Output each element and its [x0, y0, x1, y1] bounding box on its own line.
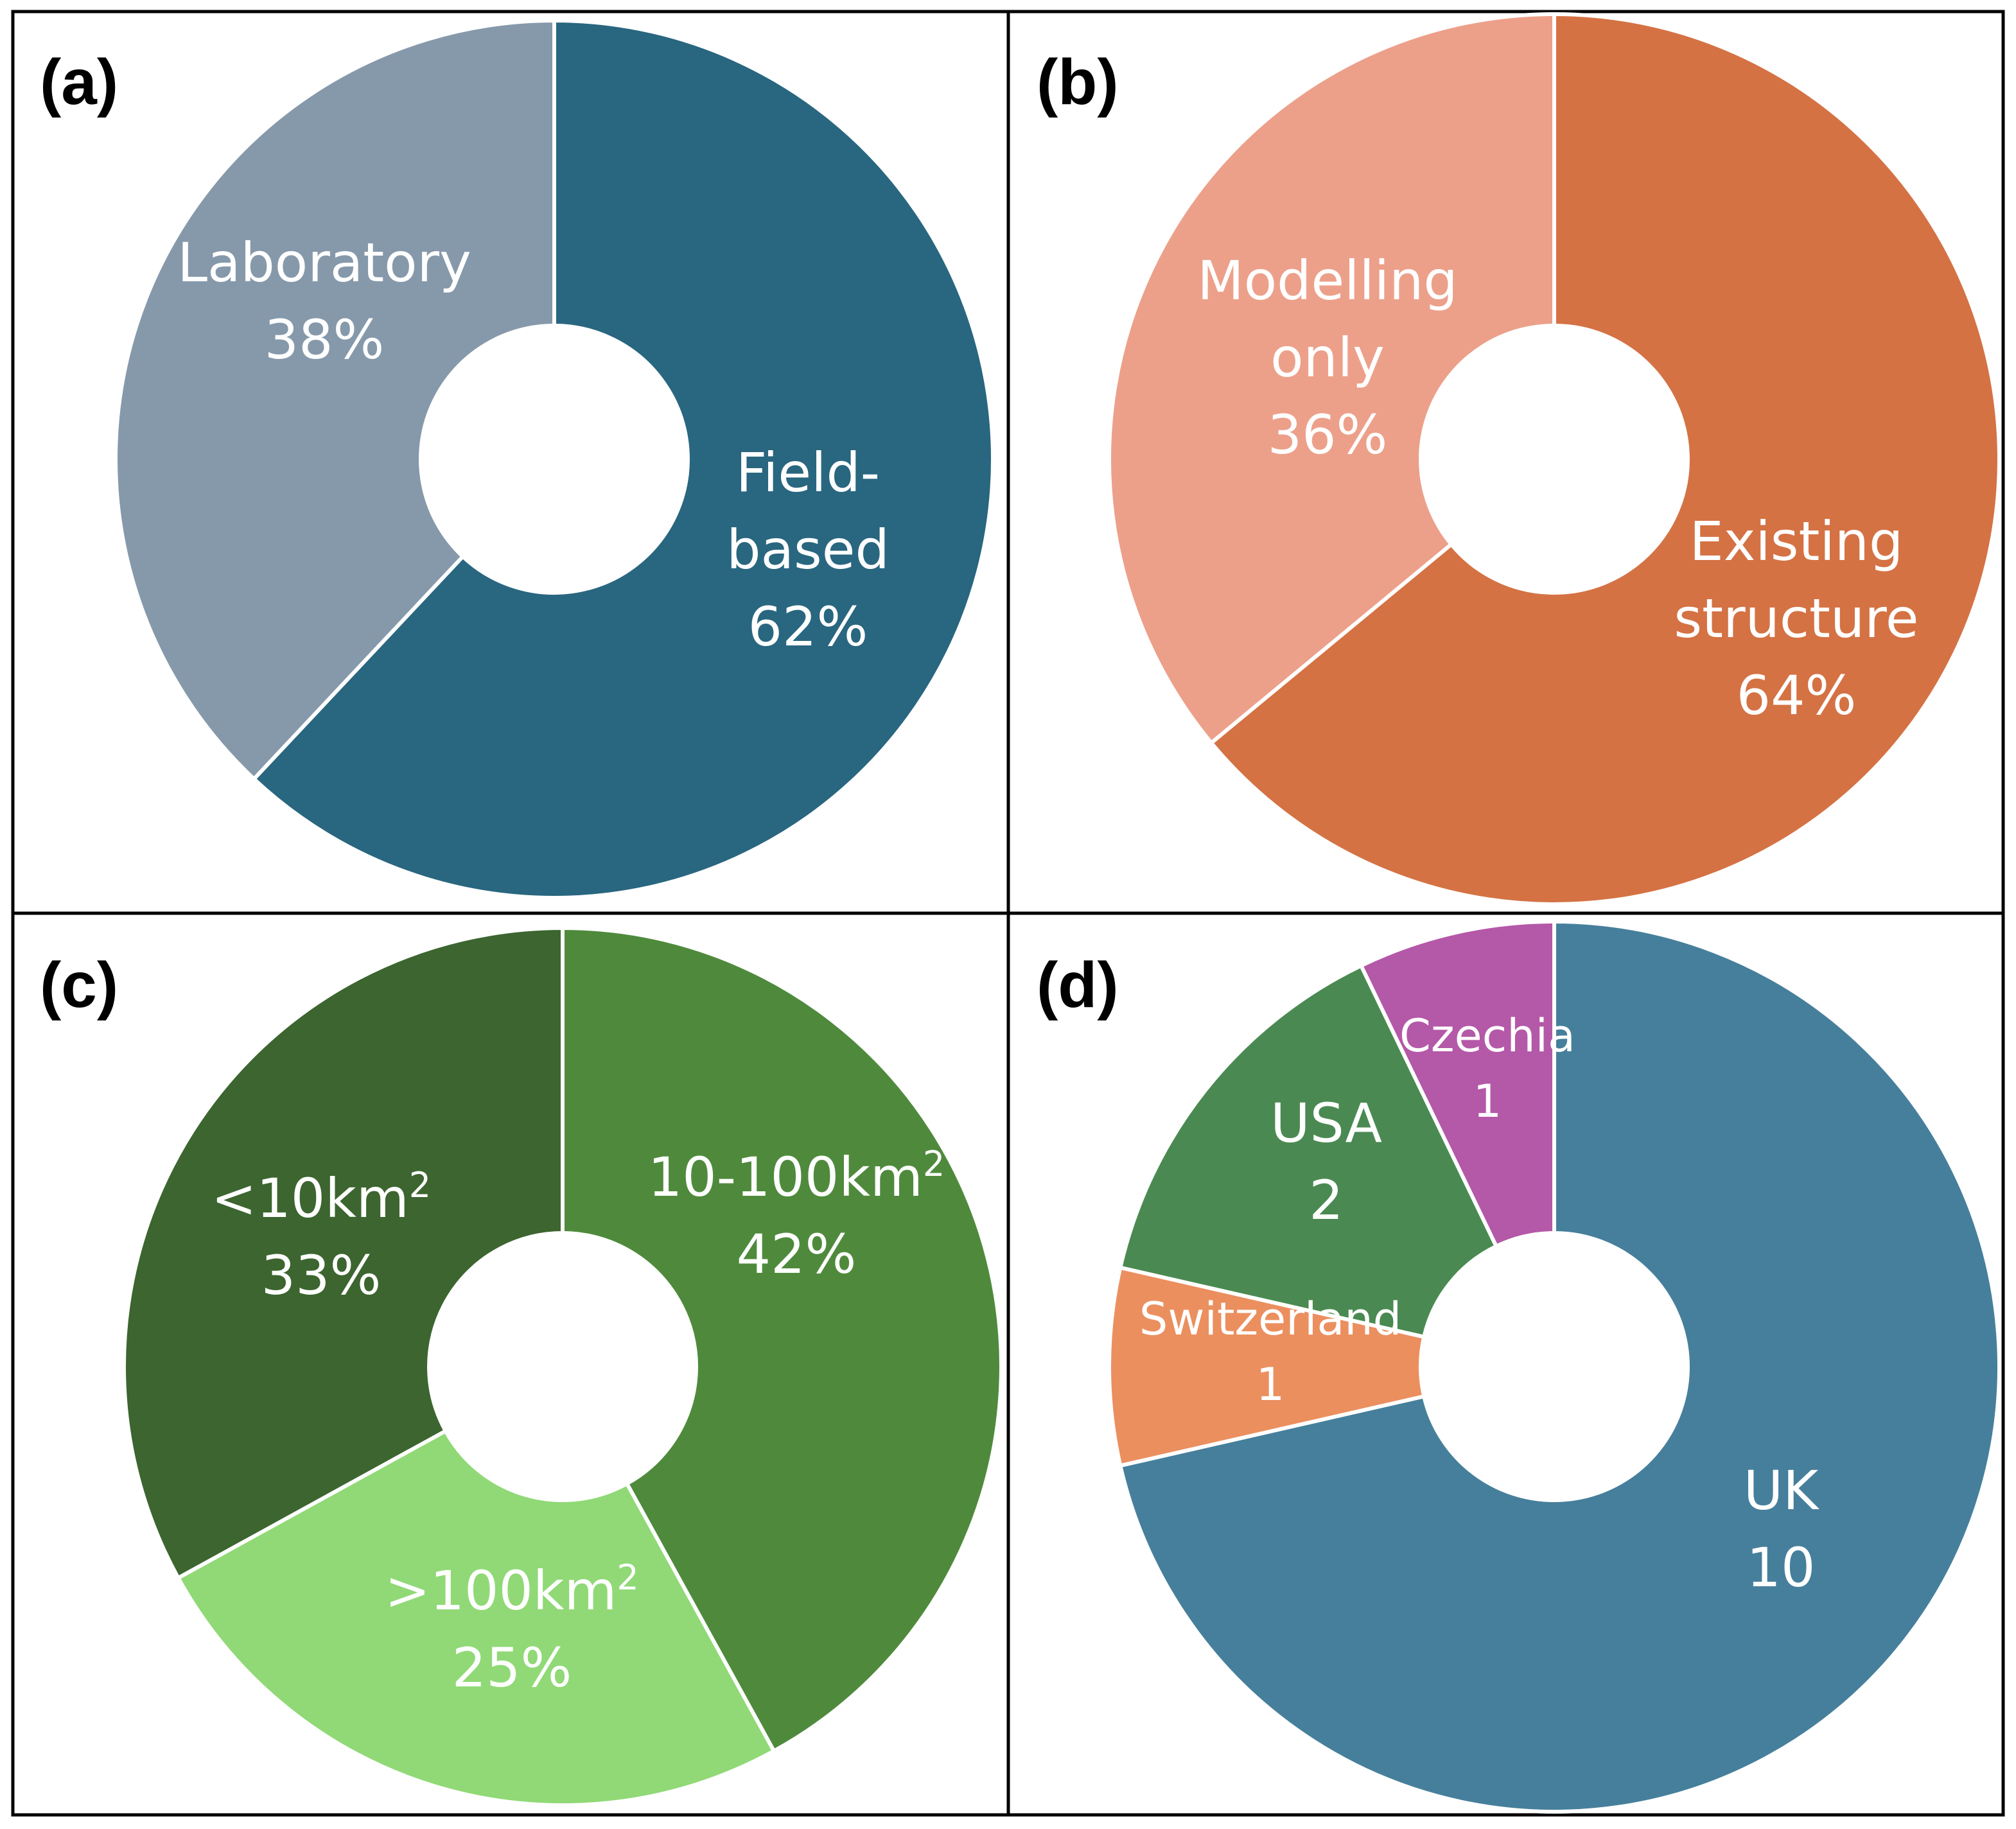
slice-value: 10 [1747, 1536, 1816, 1599]
slice-label-modelling-only: Modelling only 36% [1197, 249, 1457, 466]
slice-name-part: Laboratory [177, 231, 471, 294]
slice-name-part: Modelling [1197, 249, 1457, 312]
slice-label-uk: UK 10 [1744, 1459, 1819, 1599]
slice-name: >100km2 [385, 1557, 639, 1623]
slice-name-part: Field- [736, 441, 880, 504]
slice-value: 1 [1256, 1358, 1285, 1411]
slice-name-part: based [726, 518, 890, 581]
panel-d: UK 10 Switzerland 1 USA 2 Czechia 1 (d) [1037, 919, 2001, 1814]
slice-value: 36% [1268, 403, 1388, 466]
slice-name: <10km2 [211, 1165, 431, 1230]
slice-value: 2 [1309, 1169, 1343, 1232]
slice-name: USA [1270, 1092, 1382, 1155]
slice-name: Czechia [1399, 1010, 1575, 1062]
slice-czechia [1358, 919, 1556, 1249]
slice-name: UK [1744, 1459, 1819, 1522]
slice-name-part: structure [1674, 587, 1918, 650]
slice-value: 25% [452, 1636, 572, 1699]
slice-value: 62% [748, 595, 868, 658]
slice-label-field-based: Field-based 62% [726, 441, 890, 658]
slice-name: 10-100km2 [648, 1144, 945, 1209]
slice-value: 33% [261, 1244, 381, 1307]
slice-name-part: Existing [1690, 510, 1904, 573]
slice-label-10-100km2: 10-100km2 42% [648, 1144, 945, 1286]
panel-a: Field-based 62% Laboratory 38% (a) [40, 18, 995, 900]
panel-letter: (d) [1037, 949, 1119, 1021]
panel-frames [11, 10, 2005, 1817]
slice-field-based [251, 18, 995, 900]
slice-name-part: only [1270, 326, 1385, 389]
slice-label-100km2: >100km2 25% [385, 1557, 639, 1700]
slice-uk [1118, 919, 2001, 1814]
panel-letter: (c) [40, 949, 118, 1021]
slice-label-10km2: <10km2 33% [211, 1165, 431, 1308]
panel-b: Existing structure 64% Modelling only 36% (b) [1037, 12, 2001, 906]
slice-value: 42% [737, 1223, 857, 1286]
slice-switzerland [1107, 1265, 1426, 1468]
slice-laboratory [114, 18, 556, 782]
slice-superscript: 2 [409, 1165, 431, 1205]
slice-value: 64% [1737, 664, 1857, 727]
slice-value: 1 [1473, 1075, 1502, 1128]
slice-label-usa: USA 2 [1270, 1092, 1382, 1232]
slice-name: Switzerland [1139, 1293, 1401, 1345]
slice-100km2 [175, 1428, 777, 1808]
slice-usa [1118, 963, 1499, 1340]
slice-superscript: 2 [617, 1557, 638, 1598]
panel-letter: (a) [40, 46, 118, 118]
panel-c: 10-100km2 42% >100km2 25% <10km2 33% (c) [40, 925, 1003, 1808]
slice-value: 38% [265, 308, 385, 371]
slice-10-100km2 [561, 925, 1003, 1754]
slice-10km2 [121, 925, 565, 1581]
slice-label-switzerland: Switzerland 1 [1139, 1293, 1401, 1411]
slice-label-laboratory: Laboratory 38% [177, 231, 471, 371]
slice-modelling-only [1107, 12, 1556, 746]
panel-letter: (b) [1037, 46, 1119, 118]
slice-existing-structure [1208, 12, 2001, 906]
slice-label-czechia: Czechia 1 [1399, 1010, 1575, 1128]
slice-superscript: 2 [923, 1144, 945, 1184]
slice-label-existing-structure: Existing structure 64% [1674, 510, 1918, 727]
